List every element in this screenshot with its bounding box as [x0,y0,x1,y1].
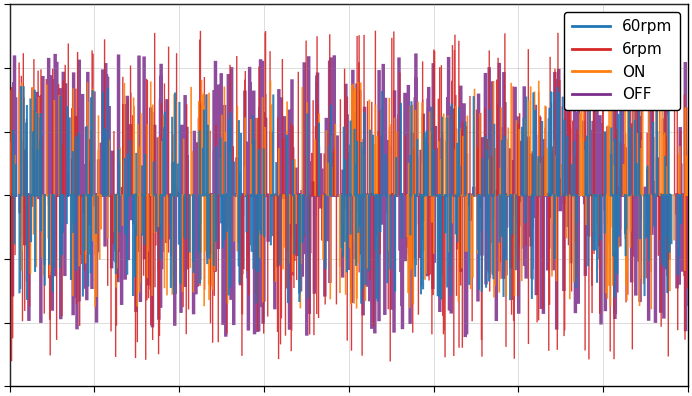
Legend: 60rpm, 6rpm, ON, OFF: 60rpm, 6rpm, ON, OFF [564,12,680,110]
